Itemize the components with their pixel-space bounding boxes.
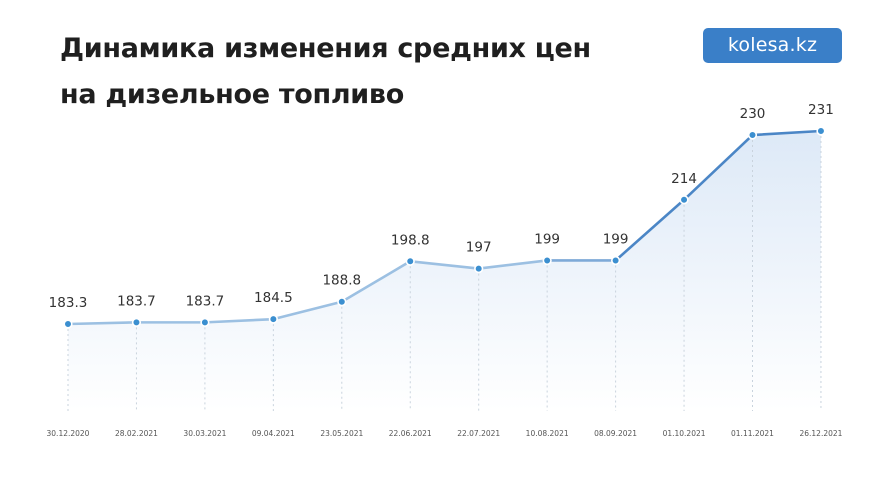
series-line-segment	[682, 133, 754, 202]
x-tick-label: 22.06.2021	[389, 429, 432, 438]
data-label: 183.7	[186, 293, 225, 309]
data-point	[131, 317, 142, 327]
title-line-1: Динамика изменения средних цен	[60, 33, 591, 64]
x-tick-label: 01.10.2021	[663, 429, 706, 438]
data-point	[816, 126, 826, 136]
kolesa-logo: kolesa.kz	[703, 28, 842, 63]
x-tick-label: 30.03.2021	[183, 429, 226, 438]
data-label: 197	[466, 240, 492, 256]
x-tick-label: 23.05.2021	[320, 429, 363, 438]
x-tick-label: 09.04.2021	[252, 429, 295, 438]
x-tick-label: 30.12.2020	[47, 429, 90, 438]
x-tick-label: 10.08.2021	[526, 429, 569, 438]
title-line-2: на дизельное топливо	[60, 79, 404, 110]
data-point	[405, 256, 415, 266]
x-tick-label: 01.11.2021	[731, 429, 774, 438]
data-point	[610, 255, 621, 266]
series-line-segment	[408, 259, 481, 270]
data-label: 188.8	[322, 273, 361, 289]
data-label: 199	[534, 231, 560, 247]
series-line-segment	[614, 198, 686, 262]
data-point	[200, 317, 210, 327]
area-fill	[68, 131, 821, 411]
data-point	[63, 319, 73, 329]
series-line-segment	[340, 259, 412, 304]
data-label: 183.3	[49, 295, 88, 311]
series-line-segment	[66, 321, 138, 326]
data-point	[747, 130, 758, 140]
data-label: 198.8	[391, 232, 430, 248]
data-label: 214	[671, 171, 697, 187]
x-tick-label: 22.07.2021	[457, 429, 500, 438]
data-point	[474, 263, 484, 274]
data-point	[542, 255, 552, 266]
data-label: 183.7	[117, 293, 156, 309]
x-tick-label: 08.09.2021	[594, 429, 637, 438]
series-line-segment	[203, 317, 275, 324]
series-line-segment	[477, 259, 549, 270]
data-label: 230	[740, 106, 766, 122]
x-tick-label: 28.02.2021	[115, 429, 158, 438]
series-line-segment	[272, 300, 344, 321]
data-label: 184.5	[254, 290, 293, 306]
data-label: 231	[808, 102, 834, 118]
data-point	[268, 314, 278, 324]
data-point	[679, 195, 689, 205]
series-line-segment	[751, 129, 823, 137]
data-label: 199	[603, 231, 629, 247]
data-point	[337, 297, 347, 307]
x-tick-label: 26.12.2021	[799, 429, 842, 438]
chart-title: Динамика изменения средних цен на дизель…	[60, 26, 591, 118]
